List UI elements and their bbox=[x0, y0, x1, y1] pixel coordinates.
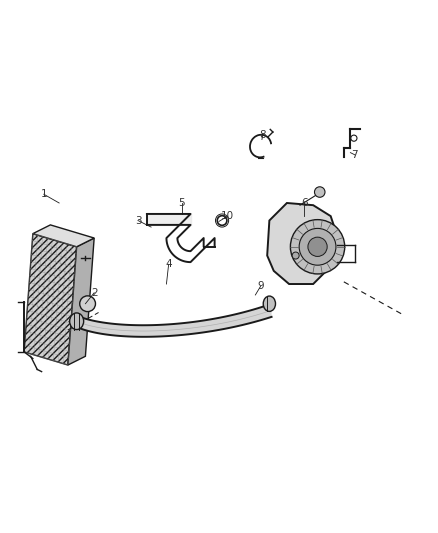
Circle shape bbox=[351, 135, 357, 141]
Circle shape bbox=[314, 187, 325, 197]
Polygon shape bbox=[77, 304, 272, 337]
Text: 2: 2 bbox=[91, 288, 98, 298]
Polygon shape bbox=[267, 203, 337, 284]
Circle shape bbox=[299, 229, 336, 265]
Text: 7: 7 bbox=[351, 150, 358, 160]
Text: 9: 9 bbox=[257, 281, 264, 291]
Ellipse shape bbox=[70, 313, 84, 329]
Polygon shape bbox=[33, 225, 94, 247]
Circle shape bbox=[290, 220, 345, 274]
Text: 6: 6 bbox=[301, 198, 308, 208]
Circle shape bbox=[292, 252, 299, 259]
Circle shape bbox=[80, 296, 95, 312]
Text: 8: 8 bbox=[259, 130, 266, 140]
Text: 10: 10 bbox=[221, 211, 234, 221]
Text: 5: 5 bbox=[178, 198, 185, 208]
Text: 3: 3 bbox=[134, 215, 141, 225]
Polygon shape bbox=[68, 238, 94, 365]
Text: 1: 1 bbox=[40, 189, 47, 199]
Ellipse shape bbox=[263, 296, 276, 311]
Circle shape bbox=[308, 237, 327, 256]
Text: 4: 4 bbox=[165, 260, 172, 269]
Polygon shape bbox=[24, 233, 77, 365]
